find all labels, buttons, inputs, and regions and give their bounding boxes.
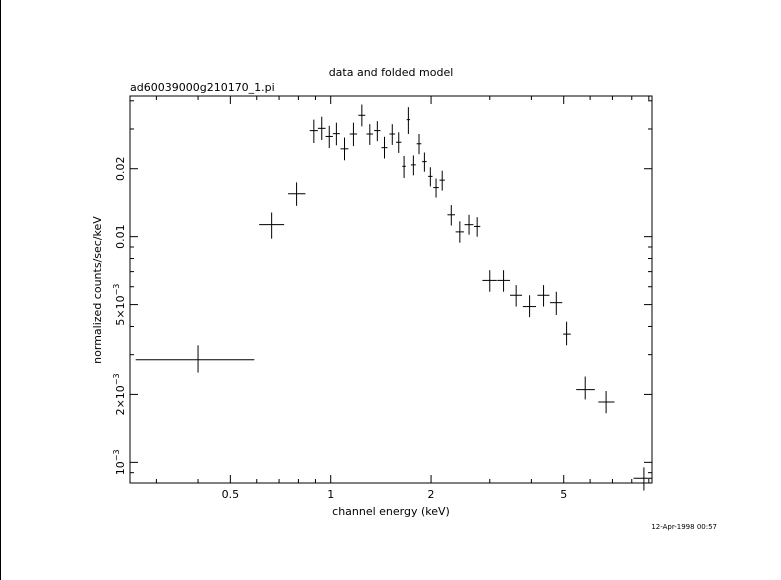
data-point (366, 124, 374, 145)
data-point (288, 182, 306, 206)
data-point (509, 285, 523, 307)
y-axis-ticks: 10−3 2×10−3 5×10−3 0.01 0.02 (112, 100, 652, 475)
y-tick-label: 0.01 (114, 224, 127, 249)
data-point (428, 167, 433, 187)
data-point (349, 122, 358, 147)
data-point (497, 270, 510, 292)
data-point (389, 124, 396, 145)
y-tick-label: 5×10−3 (112, 284, 127, 326)
x-tick-label: 2 (428, 488, 435, 501)
y-tick-label: 2×10−3 (112, 373, 127, 415)
x-tick-label: 0.5 (222, 488, 240, 501)
data-point (402, 155, 406, 178)
data-point (317, 116, 326, 141)
chart-title: data and folded model (329, 66, 454, 79)
x-tick-label: 1 (327, 488, 334, 501)
data-point (473, 217, 481, 237)
chart-subtitle: ad60039000g210170_1.pi (130, 81, 275, 94)
data-point (374, 121, 381, 142)
x-tick-label: 5 (560, 488, 567, 501)
timestamp: 12-Apr-1998 00:57 (651, 523, 717, 531)
data-point (332, 122, 340, 146)
plot-frame (129, 95, 653, 484)
data-point (416, 134, 422, 155)
data-point (259, 212, 285, 239)
data-point (482, 270, 497, 292)
data-point (396, 132, 402, 153)
data-point (455, 221, 464, 243)
data-point (576, 376, 595, 400)
data-point (598, 391, 615, 414)
data-point (522, 295, 537, 318)
data-point (410, 155, 416, 176)
y-tick-label: 0.02 (114, 156, 127, 181)
data-point (358, 104, 366, 127)
x-axis-ticks: 0.5 1 2 5 (155, 96, 650, 501)
data-point (537, 285, 550, 307)
data-point (406, 107, 411, 135)
data-point (633, 467, 652, 491)
data-point (309, 119, 318, 144)
data-point (447, 205, 456, 226)
data-point (439, 170, 445, 191)
data-point (464, 214, 474, 235)
data-point (340, 137, 349, 161)
data-point (381, 136, 388, 159)
x-axis-label: channel energy (keV) (332, 505, 450, 518)
data-point (422, 152, 427, 172)
y-tick-label: 10−3 (112, 449, 127, 475)
data-point (135, 345, 255, 373)
y-axis-label: normalized counts/sec/keV (91, 216, 104, 364)
data-point (433, 178, 439, 198)
data-point (563, 321, 571, 346)
data-point (325, 125, 333, 149)
data-point (550, 291, 563, 315)
data-points (135, 104, 652, 491)
